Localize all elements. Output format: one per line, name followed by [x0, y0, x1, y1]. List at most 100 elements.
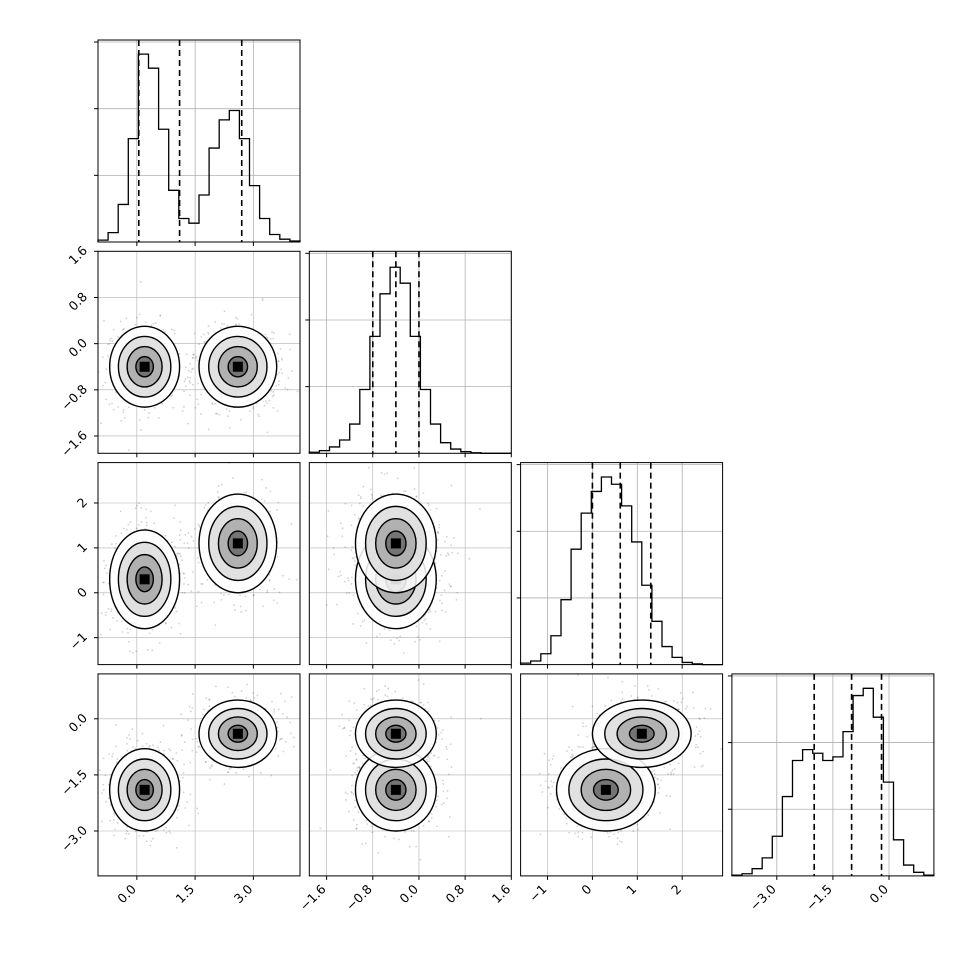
- scatter-point: [120, 510, 122, 512]
- scatter-point: [435, 562, 437, 564]
- scatter-point: [353, 819, 355, 821]
- scatter-point: [126, 830, 128, 832]
- scatter-point: [108, 403, 110, 405]
- scatter-point: [362, 486, 364, 488]
- scatter-point: [155, 830, 157, 832]
- scatter-point: [273, 708, 275, 710]
- scatter-point: [117, 336, 119, 338]
- scatter-point: [405, 490, 407, 492]
- scatter-point: [128, 833, 130, 835]
- scatter-point: [455, 599, 457, 601]
- scatter-point: [181, 749, 183, 751]
- scatter-point: [128, 449, 130, 451]
- scatter-point: [235, 317, 237, 319]
- scatter-point: [390, 639, 392, 641]
- scatter-point: [189, 363, 191, 365]
- scatter-point: [138, 524, 140, 526]
- scatter-point: [262, 605, 264, 607]
- scatter-point: [270, 491, 272, 493]
- scatter-point: [261, 479, 263, 481]
- scatter-point: [196, 751, 198, 753]
- scatter-point: [129, 521, 131, 523]
- scatter-point: [444, 590, 446, 592]
- scatter-point: [176, 611, 178, 613]
- scatter-point: [440, 554, 442, 556]
- y-tick-label: −1.5: [58, 766, 90, 798]
- scatter-point: [647, 685, 649, 687]
- scatter-point: [135, 650, 137, 652]
- scatter-point: [451, 766, 453, 768]
- scatter-point: [186, 353, 188, 355]
- scatter-point: [333, 553, 335, 555]
- scatter-point: [351, 546, 353, 548]
- scatter-point: [151, 324, 153, 326]
- scatter-point: [659, 787, 661, 789]
- scatter-point: [180, 529, 182, 531]
- scatter-point: [157, 746, 159, 748]
- x-tick-label: −0.8: [343, 881, 375, 913]
- scatter-point: [198, 746, 200, 748]
- scatter-point: [182, 410, 184, 412]
- scatter-point: [265, 487, 267, 489]
- scatter-point: [351, 505, 353, 507]
- scatter-point: [155, 322, 157, 324]
- scatter-point: [229, 427, 231, 429]
- scatter-point: [592, 705, 594, 707]
- scatter-point: [371, 497, 373, 499]
- scatter-point: [371, 493, 373, 495]
- scatter-point: [705, 708, 707, 710]
- scatter-point: [246, 683, 248, 685]
- x-tick-label: 1.5: [173, 881, 198, 906]
- scatter-point: [441, 610, 443, 612]
- scatter-point: [208, 699, 210, 701]
- scatter-point: [389, 629, 391, 631]
- scatter-point: [240, 419, 242, 421]
- scatter-point: [446, 758, 448, 760]
- scatter-point: [428, 820, 430, 822]
- scatter-point: [193, 354, 195, 356]
- scatter-point: [443, 802, 445, 804]
- scatter-point: [197, 359, 199, 361]
- scatter-point: [258, 414, 260, 416]
- scatter-point: [362, 763, 364, 765]
- scatter-point: [101, 612, 103, 614]
- scatter-point: [296, 579, 298, 581]
- scatter-point: [112, 617, 114, 619]
- scatter-point: [183, 583, 185, 585]
- scatter-point: [275, 748, 277, 750]
- scatter-point: [228, 594, 230, 596]
- scatter-point: [187, 719, 189, 721]
- scatter-point: [446, 748, 448, 750]
- scatter-point: [224, 783, 226, 785]
- scatter-point: [260, 772, 262, 774]
- scatter-point: [348, 592, 350, 594]
- scatter-point: [146, 524, 148, 526]
- scatter-point: [417, 636, 419, 638]
- scatter-point: [403, 652, 405, 654]
- scatter-point: [107, 344, 109, 346]
- scatter-point: [457, 552, 459, 554]
- y-tick-label: 2: [74, 495, 90, 511]
- y-tick-label: −1.6: [58, 427, 90, 459]
- scatter-point: [184, 741, 186, 743]
- scatter-point: [249, 410, 251, 412]
- scatter-point: [175, 752, 177, 754]
- scatter-point: [184, 534, 186, 536]
- scatter-point: [163, 329, 165, 331]
- scatter-point: [272, 338, 274, 340]
- scatter-point: [170, 627, 172, 629]
- scatter-point: [221, 484, 223, 486]
- scatter-point: [350, 750, 352, 752]
- scatter-point: [297, 391, 299, 393]
- scatter-point: [158, 417, 160, 419]
- scatter-point: [191, 590, 193, 592]
- scatter-point: [420, 859, 422, 861]
- scatter-point: [409, 846, 411, 848]
- scatter-point: [539, 834, 541, 836]
- scatter-point: [568, 746, 570, 748]
- scatter-point: [415, 846, 417, 848]
- scatter-point: [146, 840, 148, 842]
- scatter-point: [282, 751, 284, 753]
